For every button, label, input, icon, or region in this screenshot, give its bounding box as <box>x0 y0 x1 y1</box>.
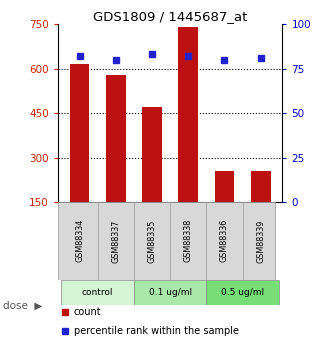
Bar <box>206 280 279 305</box>
Text: GSM88339: GSM88339 <box>256 219 265 263</box>
Title: GDS1809 / 1445687_at: GDS1809 / 1445687_at <box>93 10 247 23</box>
Text: 0.5 ug/ml: 0.5 ug/ml <box>221 288 264 297</box>
Bar <box>178 27 198 202</box>
Text: 0.1 ug/ml: 0.1 ug/ml <box>149 288 192 297</box>
Text: GSM88334: GSM88334 <box>75 219 84 263</box>
Text: GSM88338: GSM88338 <box>184 219 193 263</box>
Text: control: control <box>82 288 113 297</box>
Text: GSM88335: GSM88335 <box>148 219 157 263</box>
Bar <box>142 107 162 202</box>
Text: percentile rank within the sample: percentile rank within the sample <box>74 326 239 336</box>
Text: count: count <box>74 307 101 317</box>
Text: GSM88336: GSM88336 <box>220 219 229 263</box>
Text: GSM88337: GSM88337 <box>111 219 120 263</box>
Bar <box>134 280 206 305</box>
Bar <box>106 75 126 202</box>
Bar <box>70 64 90 202</box>
Bar <box>61 280 134 305</box>
Bar <box>251 171 271 202</box>
Text: dose  ▶: dose ▶ <box>3 300 43 310</box>
Bar <box>214 171 234 202</box>
